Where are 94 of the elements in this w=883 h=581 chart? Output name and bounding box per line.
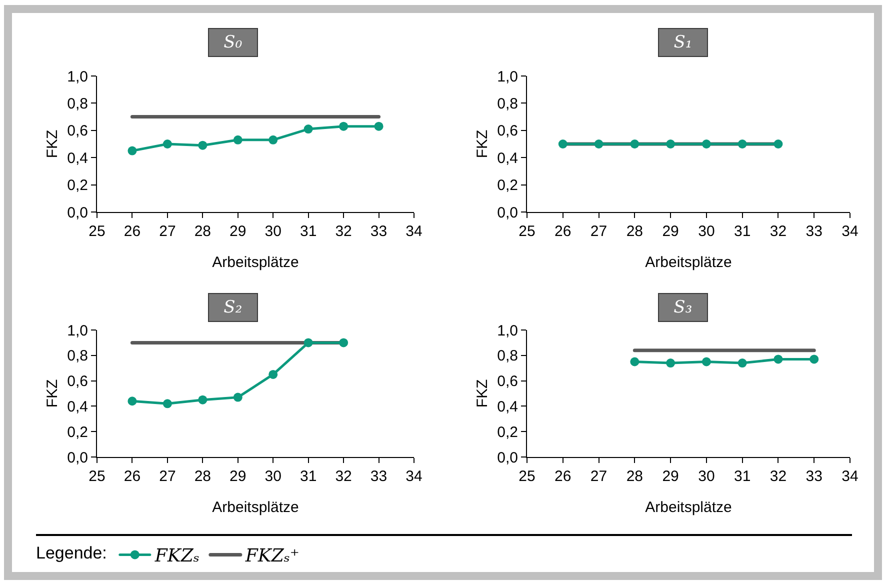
chart-title: S₀ bbox=[224, 32, 242, 52]
point bbox=[128, 396, 137, 406]
x-tick-label: 34 bbox=[842, 468, 858, 485]
y-tick-label: 0,2 bbox=[497, 177, 518, 194]
x-tick-label: 30 bbox=[698, 223, 715, 240]
point bbox=[304, 124, 313, 134]
y-tick-label: 0,2 bbox=[67, 177, 88, 194]
y-tick-label: 0,6 bbox=[67, 373, 88, 390]
x-tick-label: 27 bbox=[590, 223, 608, 240]
point bbox=[162, 399, 172, 408]
x-tick-label: 27 bbox=[159, 223, 176, 240]
y-tick-label: 0,0 bbox=[67, 204, 88, 222]
x-tick-label: 31 bbox=[300, 468, 317, 485]
y-tick-label: 0,6 bbox=[497, 122, 518, 140]
y-tick-label: 0,8 bbox=[67, 348, 88, 365]
y-tick-label: 1,0 bbox=[67, 322, 88, 340]
x-tick-label: 32 bbox=[770, 223, 787, 240]
x-tick-label: 31 bbox=[734, 468, 751, 485]
y-tick-label: 0,8 bbox=[67, 95, 88, 112]
y-axis-title: FKZ bbox=[474, 130, 491, 158]
x-tick-label: 32 bbox=[770, 468, 787, 485]
y-tick-label: 0,2 bbox=[497, 424, 518, 441]
y-tick-label: 0,8 bbox=[497, 348, 518, 365]
legend-label: FKZₛ⁺ bbox=[244, 546, 300, 567]
x-tick-label: 30 bbox=[698, 468, 715, 485]
y-tick-label: 0,4 bbox=[497, 398, 518, 416]
point bbox=[339, 122, 348, 131]
y-tick-label: 1,0 bbox=[497, 322, 518, 340]
x-axis-title: Arbeitsplätze bbox=[645, 254, 732, 271]
point bbox=[374, 122, 384, 131]
y-tick-label: 0,6 bbox=[497, 373, 518, 390]
x-tick-label: 33 bbox=[806, 468, 822, 485]
x-tick-label: 25 bbox=[518, 223, 536, 240]
x-tick-label: 33 bbox=[806, 223, 822, 240]
x-axis-title: Arbeitsplätze bbox=[645, 499, 732, 516]
x-tick-label: 25 bbox=[518, 468, 536, 485]
point bbox=[304, 338, 313, 348]
point bbox=[268, 370, 278, 379]
y-tick-label: 0,6 bbox=[67, 122, 88, 140]
x-tick-label: 26 bbox=[124, 468, 141, 485]
y-tick-label: 0,0 bbox=[497, 204, 518, 222]
x-tick-label: 25 bbox=[88, 223, 106, 240]
point bbox=[162, 140, 172, 148]
x-tick-label: 25 bbox=[88, 468, 106, 485]
x-tick-label: 27 bbox=[159, 468, 176, 485]
x-tick-label: 29 bbox=[230, 223, 246, 240]
y-tick-label: 0,8 bbox=[497, 95, 518, 112]
x-tick-label: 27 bbox=[590, 468, 608, 485]
x-tick-label: 29 bbox=[662, 468, 679, 485]
chart-title: S₃ bbox=[674, 298, 692, 318]
x-axis-title: Arbeitsplätze bbox=[212, 499, 299, 516]
x-tick-label: 28 bbox=[194, 223, 212, 240]
x-tick-label: 31 bbox=[734, 223, 751, 240]
point bbox=[128, 146, 137, 156]
y-tick-label: 0,4 bbox=[67, 398, 88, 416]
x-tick-label: 34 bbox=[406, 223, 422, 240]
x-tick-label: 32 bbox=[335, 223, 352, 240]
point bbox=[268, 135, 278, 144]
x-tick-label: 34 bbox=[842, 223, 858, 240]
point bbox=[233, 135, 242, 144]
legend-label: FKZₛ bbox=[154, 546, 200, 567]
y-tick-label: 1,0 bbox=[67, 68, 88, 86]
point bbox=[233, 392, 242, 402]
x-tick-label: 33 bbox=[370, 468, 388, 485]
point bbox=[198, 395, 208, 404]
x-tick-label: 33 bbox=[370, 223, 388, 240]
y-axis-title: FKZ bbox=[44, 379, 61, 408]
point bbox=[198, 140, 208, 150]
y-tick-label: 0,2 bbox=[67, 424, 88, 441]
chart-title: S₁ bbox=[674, 32, 692, 52]
x-tick-label: 26 bbox=[554, 223, 572, 240]
x-tick-label: 31 bbox=[300, 223, 317, 240]
y-tick-label: 0,4 bbox=[497, 150, 518, 167]
x-tick-label: 29 bbox=[662, 223, 679, 240]
x-tick-label: 26 bbox=[554, 468, 572, 485]
x-tick-label: 28 bbox=[626, 223, 644, 240]
x-axis-title: Arbeitsplätze bbox=[212, 254, 299, 271]
x-tick-label: 30 bbox=[264, 468, 282, 485]
y-axis-title: FKZ bbox=[44, 130, 61, 158]
x-tick-label: 30 bbox=[264, 223, 282, 240]
x-tick-label: 29 bbox=[230, 468, 246, 485]
y-tick-label: 1,0 bbox=[497, 68, 518, 86]
y-tick-label: 0,0 bbox=[67, 449, 88, 466]
y-axis-title: FKZ bbox=[474, 379, 491, 408]
legend-title: Legende: bbox=[36, 544, 107, 563]
x-tick-label: 34 bbox=[406, 468, 422, 485]
x-tick-label: 28 bbox=[626, 468, 644, 485]
x-tick-label: 28 bbox=[194, 468, 212, 485]
x-tick-label: 32 bbox=[335, 468, 352, 485]
y-tick-label: 0,4 bbox=[67, 150, 88, 167]
y-tick-label: 0,0 bbox=[497, 449, 518, 466]
point bbox=[339, 338, 348, 348]
chart-title: S₂ bbox=[224, 298, 242, 318]
x-tick-label: 26 bbox=[124, 223, 141, 240]
